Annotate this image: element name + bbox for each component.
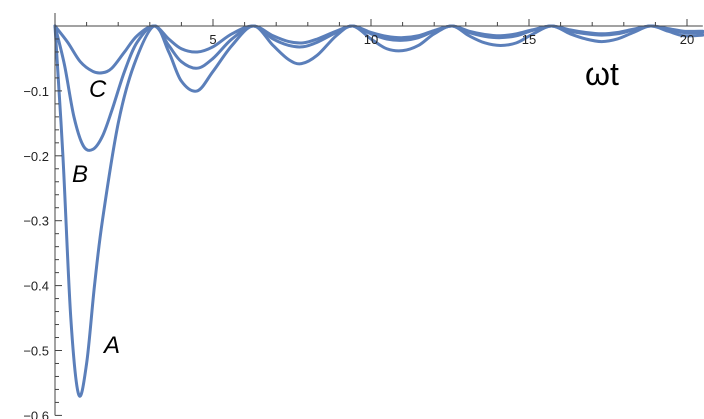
- curve-label-c: C: [89, 76, 107, 103]
- y-tick-label: −0.1: [23, 84, 49, 99]
- y-tick-label: −0.3: [23, 214, 49, 229]
- x-tick-label: 10: [364, 32, 378, 47]
- axes-layer: 5 10 15 20 −0.1 −0.2 −0.3 −0.4 −0.5 −0.6: [23, 13, 703, 419]
- y-tick-label: −0.5: [23, 344, 49, 359]
- y-tick-label: −0.2: [23, 149, 49, 164]
- x-axis-label: ωt: [585, 56, 619, 92]
- labels-layer: ωt A B C: [72, 56, 619, 359]
- series-line-c: [53, 24, 704, 75]
- y-tick-label: −0.6: [23, 408, 49, 419]
- series-line-a: [53, 24, 704, 398]
- curve-label-b: B: [72, 161, 88, 188]
- x-tick-label: 15: [522, 32, 536, 47]
- x-tick-label: 20: [680, 32, 694, 47]
- y-tick-label: −0.4: [23, 279, 49, 294]
- curve-label-a: A: [102, 332, 120, 359]
- x-tick-label: 5: [209, 32, 216, 47]
